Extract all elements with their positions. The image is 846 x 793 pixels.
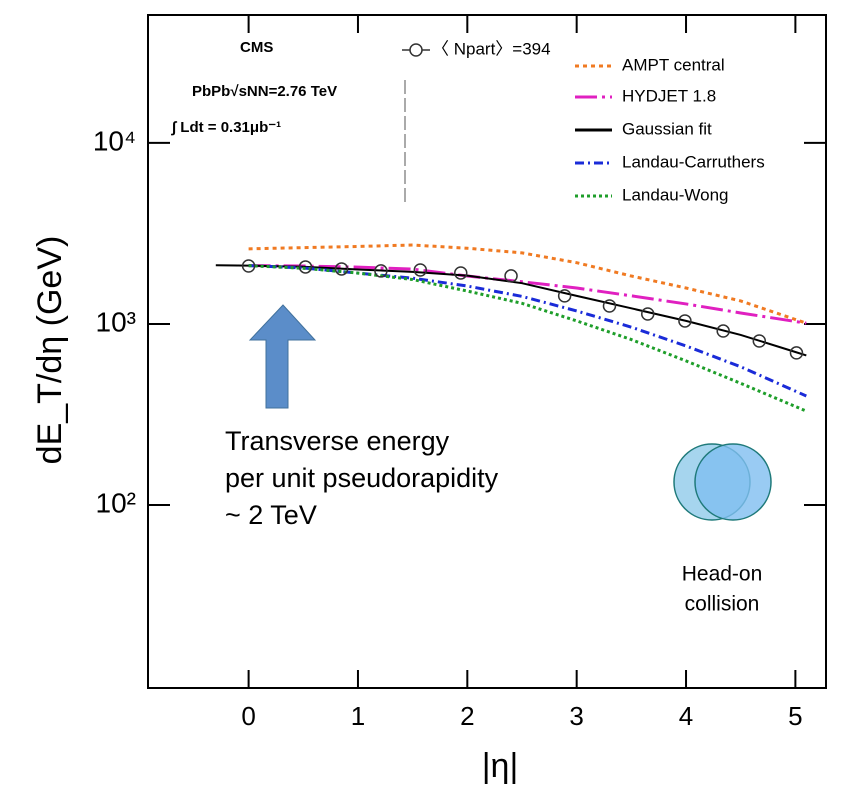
y-tick-label: 10³ — [96, 306, 136, 337]
data-point — [413, 263, 428, 277]
x-tick-label: 1 — [351, 701, 365, 731]
x-tick-label: 5 — [788, 701, 802, 731]
data-point — [789, 346, 804, 360]
series-line — [215, 264, 807, 357]
series-line — [248, 243, 807, 325]
data-point — [374, 264, 388, 278]
legend-label: 〈 Npart〉=394 — [432, 39, 551, 58]
data-point — [557, 289, 572, 303]
data-point — [716, 324, 730, 338]
data-point — [241, 259, 256, 273]
data-point — [678, 314, 692, 328]
luminosity-label: ∫ Ldt = 0.31μb⁻¹ — [171, 119, 281, 136]
annotation: collision — [685, 593, 760, 616]
data-point — [504, 269, 518, 283]
x-tick-label: 2 — [460, 701, 474, 731]
annotation: ~ 2 TeV — [225, 500, 317, 530]
nucleus — [694, 443, 772, 521]
arrow — [248, 304, 317, 409]
data-point — [641, 307, 655, 321]
y-tick-label: 10⁴ — [93, 125, 136, 156]
series-line — [248, 264, 807, 325]
x-tick-label: 3 — [569, 701, 583, 731]
experiment: CMS — [240, 39, 273, 56]
legend-label: Landau-Carruthers — [622, 152, 765, 171]
annotation: Transverse energy — [225, 426, 450, 456]
plot-frame — [147, 14, 827, 689]
legend-label: AMPT central — [622, 55, 725, 74]
x-tick-label: 4 — [679, 701, 693, 731]
data-point — [454, 266, 468, 280]
annotation: per unit pseudorapidity — [225, 463, 499, 493]
data-point — [752, 334, 767, 348]
data-point — [334, 262, 349, 276]
legend-swatch — [409, 43, 423, 57]
data-point — [298, 260, 313, 274]
y-tick-label: 10² — [96, 487, 136, 518]
system-label: PbPb√sNN=2.76 TeV — [192, 83, 337, 100]
series-line — [248, 264, 807, 413]
y-axis-label: dE_T/dη (GeV) — [31, 236, 69, 465]
annotation: Head-on — [682, 563, 763, 586]
legend-label: Gaussian fit — [622, 119, 712, 138]
legend-label: Landau-Wong — [622, 185, 729, 204]
x-axis-label: |η| — [482, 747, 519, 785]
data-point — [602, 299, 617, 313]
legend-label: HYDJET 1.8 — [622, 86, 716, 105]
x-tick-label: 0 — [241, 701, 255, 731]
